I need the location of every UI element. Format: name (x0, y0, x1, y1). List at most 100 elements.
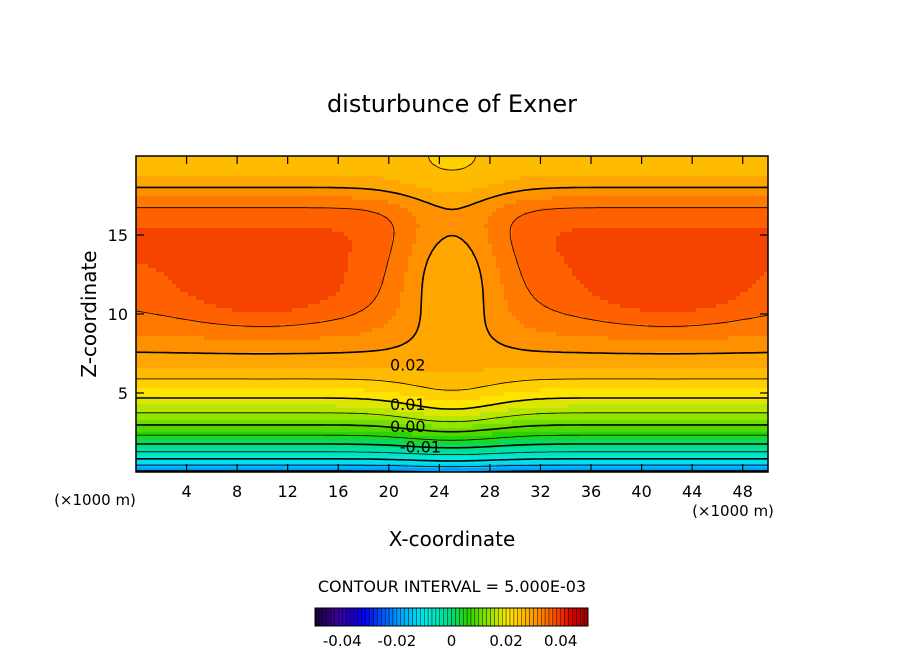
colorbar-cell (439, 607, 444, 627)
x-unit-left: (×1000 m) (54, 491, 136, 509)
colorbar-cell (494, 607, 499, 627)
contour-line (136, 397, 768, 410)
colorbar-cell (334, 607, 339, 627)
colorbar-cell (486, 607, 491, 627)
colorbar-cell (416, 607, 421, 627)
y-axis-label: Z-coordinate (77, 250, 101, 377)
colorbar-cell (533, 607, 538, 627)
colorbar-cell (548, 607, 554, 627)
colorbar-cell (361, 607, 366, 627)
x-tick-label: 4 (181, 482, 191, 501)
colorbar-tick-labels: -0.04 -0.02 0 0.02 0.04 (323, 632, 578, 650)
colorbar-cell (435, 607, 440, 627)
colorbar-cell (365, 607, 370, 627)
colorbar-cell (463, 607, 468, 627)
colorbar-cell (513, 607, 519, 627)
contour-label: 0.00 (390, 417, 426, 436)
colorbar-tick-label: -0.02 (377, 632, 416, 650)
x-axis-ticks: 4 8 12 16 20 24 28 32 36 40 44 48 (181, 156, 753, 501)
contour-line (136, 451, 768, 455)
colorbar-cell (385, 607, 390, 627)
colorbar-cell (459, 607, 464, 627)
x-tick-label: 32 (530, 482, 550, 501)
colorbar-cell (322, 607, 327, 627)
colorbar-cell (326, 607, 331, 627)
colorbar-cell (505, 607, 511, 627)
colorbar-cell (580, 607, 585, 627)
contour-line (136, 156, 768, 391)
colorbar-cell (388, 607, 394, 627)
contour-label: -0.01 (400, 438, 441, 457)
colorbar-cell (552, 607, 558, 627)
colorbar-cell (568, 607, 573, 627)
contour-line (136, 424, 768, 433)
colorbar-cell (427, 607, 433, 627)
colorbar-cell (490, 607, 495, 627)
contour-interval-text: CONTOUR INTERVAL = 5.000E-03 (318, 577, 586, 596)
colorbar-tick-label: -0.04 (323, 632, 362, 650)
contour-label: 0.02 (390, 356, 426, 375)
x-axis-label: X-coordinate (389, 527, 516, 551)
x-tick-label: 16 (328, 482, 348, 501)
colorbar-cell (451, 607, 456, 627)
colorbar-cell (541, 607, 546, 627)
y-tick-label: 10 (108, 305, 128, 324)
colorbar-cell (537, 607, 542, 627)
x-tick-label: 28 (480, 482, 500, 501)
colorbar-cell (583, 607, 589, 627)
colorbar-frame (314, 607, 589, 627)
x-tick-label: 8 (232, 482, 242, 501)
colorbar-cell (314, 607, 320, 627)
colorbar-cell (396, 607, 401, 627)
colorbar-cell (392, 607, 398, 627)
contour-line (136, 412, 768, 423)
colorbar-cell (572, 607, 577, 627)
colorbar-cell (431, 607, 437, 627)
x-tick-label: 48 (733, 482, 753, 501)
colorbar-tick-label: 0.04 (544, 632, 577, 650)
colorbar-cell (412, 607, 417, 627)
colorbar-cell (482, 607, 487, 627)
filled-contour-field (136, 156, 768, 472)
colorbar-cell (381, 607, 386, 627)
colorbar-cell (318, 607, 323, 627)
colorbar (314, 607, 589, 627)
colorbar-cell (377, 607, 382, 627)
y-tick-label: 5 (118, 384, 128, 403)
colorbar-cell (338, 607, 343, 627)
colorbar-cell (466, 607, 472, 627)
colorbar-cell (408, 607, 413, 627)
colorbar-cell (349, 607, 355, 627)
colorbar-cell (330, 607, 335, 627)
contour-line (136, 434, 768, 441)
colorbar-cell (470, 607, 476, 627)
x-tick-label: 20 (379, 482, 399, 501)
colorbar-cell (420, 607, 425, 627)
colorbar-cell (521, 607, 526, 627)
colorbar-cell (474, 607, 479, 627)
colorbar-cell (556, 607, 561, 627)
colorbar-cell (517, 607, 522, 627)
contour-labels: 0.02 0.01 0.00 -0.01 (390, 356, 441, 457)
colorbar-tick-label: 0 (447, 632, 457, 650)
contour-line (136, 207, 768, 327)
x-tick-label: 24 (429, 482, 449, 501)
colorbar-cell (443, 607, 448, 627)
x-tick-label: 40 (631, 482, 651, 501)
colorbar-cell (357, 607, 362, 627)
x-tick-label: 44 (682, 482, 702, 501)
y-tick-label: 15 (108, 226, 128, 245)
colorbar-cell (455, 607, 460, 627)
colorbar-cell (342, 607, 347, 627)
colorbar-cell (373, 607, 378, 627)
colorbar-cell (447, 607, 452, 627)
chart-title: disturbunce of Exner (327, 90, 577, 118)
colorbar-cell (346, 607, 351, 627)
colorbar-cell (424, 607, 429, 627)
y-axis-ticks: 5 10 15 (108, 226, 768, 403)
contour-line (136, 443, 768, 449)
x-unit-right: (×1000 m) (692, 502, 774, 520)
colorbar-tick-label: 0.02 (489, 632, 522, 650)
x-tick-label: 36 (581, 482, 601, 501)
